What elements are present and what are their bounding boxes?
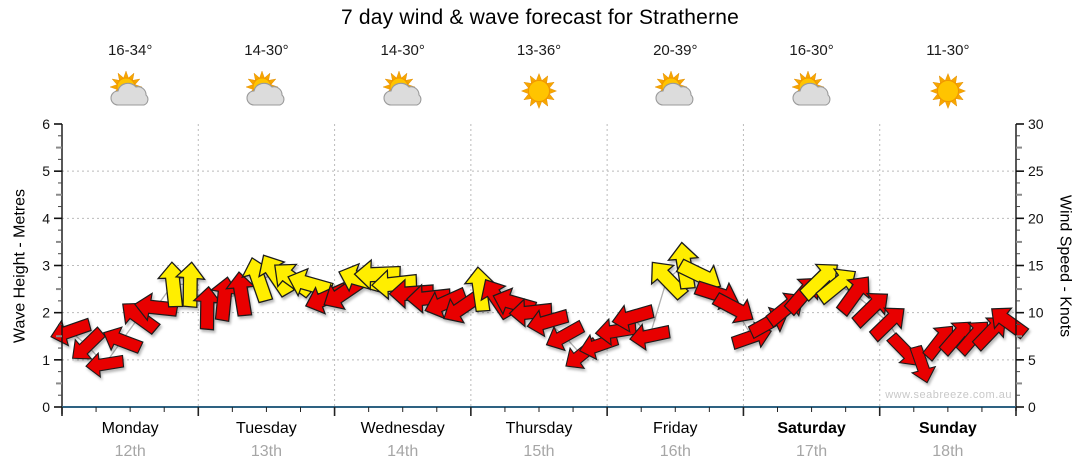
day-date: 14th [387, 443, 419, 460]
tick-label-wave: 3 [42, 258, 50, 274]
temperature-range: 16-34° [107, 42, 153, 59]
wind-arrows [50, 241, 1030, 384]
wind-arrow [851, 292, 889, 329]
sun-cloud-icon [245, 70, 285, 106]
tick-label-wind: 30 [1028, 116, 1044, 132]
tick-label-wind: 20 [1028, 210, 1044, 226]
wind-arrow [85, 351, 125, 379]
day-date: 12th [114, 443, 146, 460]
day-name: Saturday [777, 420, 846, 437]
tick-label-wind: 5 [1028, 352, 1036, 368]
weather-icon [102, 66, 158, 116]
temperature-range: 16-30° [789, 42, 834, 59]
wind-arrow [991, 307, 1030, 340]
day-name: Monday [101, 420, 159, 437]
wind-arrow [102, 326, 144, 354]
weather-icon [511, 66, 567, 116]
weather-icon [920, 66, 976, 116]
tick-label-wave: 2 [42, 305, 50, 321]
tick-label-wind: 10 [1028, 305, 1044, 321]
sun-cloud-icon [382, 70, 422, 106]
wind-arrow [545, 319, 586, 352]
sun-icon [520, 72, 558, 110]
day-name: Friday [653, 420, 698, 437]
wind-arrow [72, 326, 107, 360]
wind-arrow [526, 308, 570, 338]
wind-arrow [508, 298, 553, 328]
temperature-range: 14-30° [244, 42, 289, 59]
sun-cloud-icon [790, 70, 830, 106]
tick-label-wave: 1 [42, 352, 50, 368]
tick-label-wave: 0 [42, 399, 50, 415]
wind-axis-title: Wind Speed - Knots [1056, 194, 1074, 338]
wind-arrow [909, 344, 937, 384]
wind-arrow [971, 317, 1007, 352]
sun-cloud-icon [654, 70, 694, 106]
day-date: 16th [659, 443, 691, 460]
wave-axis-title: Wave Height - Metres [11, 188, 29, 344]
wind-arrow [650, 261, 690, 301]
wind-arrow [835, 276, 870, 318]
sun-cloud-icon [109, 70, 149, 106]
day-name: Wednesday [360, 420, 445, 437]
temperature-range: 14-30° [380, 42, 425, 59]
weather-icon [238, 66, 294, 116]
day-date: 15th [523, 443, 555, 460]
wind-arrow [174, 261, 206, 309]
tick-label-wind: 25 [1028, 163, 1044, 179]
temperature-range: 13-36° [516, 42, 562, 59]
day-date: 17th [795, 443, 828, 460]
wind-arrow [711, 292, 754, 324]
tick-label-wind: 0 [1028, 399, 1036, 415]
tick-label-wave: 6 [42, 116, 50, 132]
watermark: www.seabreeze.com.au [885, 389, 1012, 401]
wind-arrow [133, 292, 179, 322]
wind-arrow [868, 307, 905, 343]
day-name: Sunday [918, 420, 977, 437]
sun-icon [929, 72, 966, 110]
weather-icon [647, 66, 703, 116]
day-date: 18th [932, 443, 964, 460]
chart-title: 7 day wind & wave forecast for Strathern… [340, 6, 740, 29]
weather-icon [784, 66, 840, 116]
tick-label-wind: 15 [1028, 258, 1044, 274]
day-date: 13th [250, 443, 282, 460]
wind-arrow [353, 258, 401, 291]
temperature-range: 11-30° [926, 42, 970, 59]
wind-arrow [371, 268, 418, 301]
temperature-range: 20-39° [653, 42, 698, 59]
wind-arrow [611, 304, 655, 333]
day-name: Tuesday [236, 420, 297, 437]
tick-label-wave: 5 [42, 163, 50, 179]
day-name: Thursday [505, 420, 573, 437]
weather-icon [375, 66, 431, 116]
wind-arrow [629, 323, 671, 351]
tick-label-wave: 4 [42, 210, 50, 226]
